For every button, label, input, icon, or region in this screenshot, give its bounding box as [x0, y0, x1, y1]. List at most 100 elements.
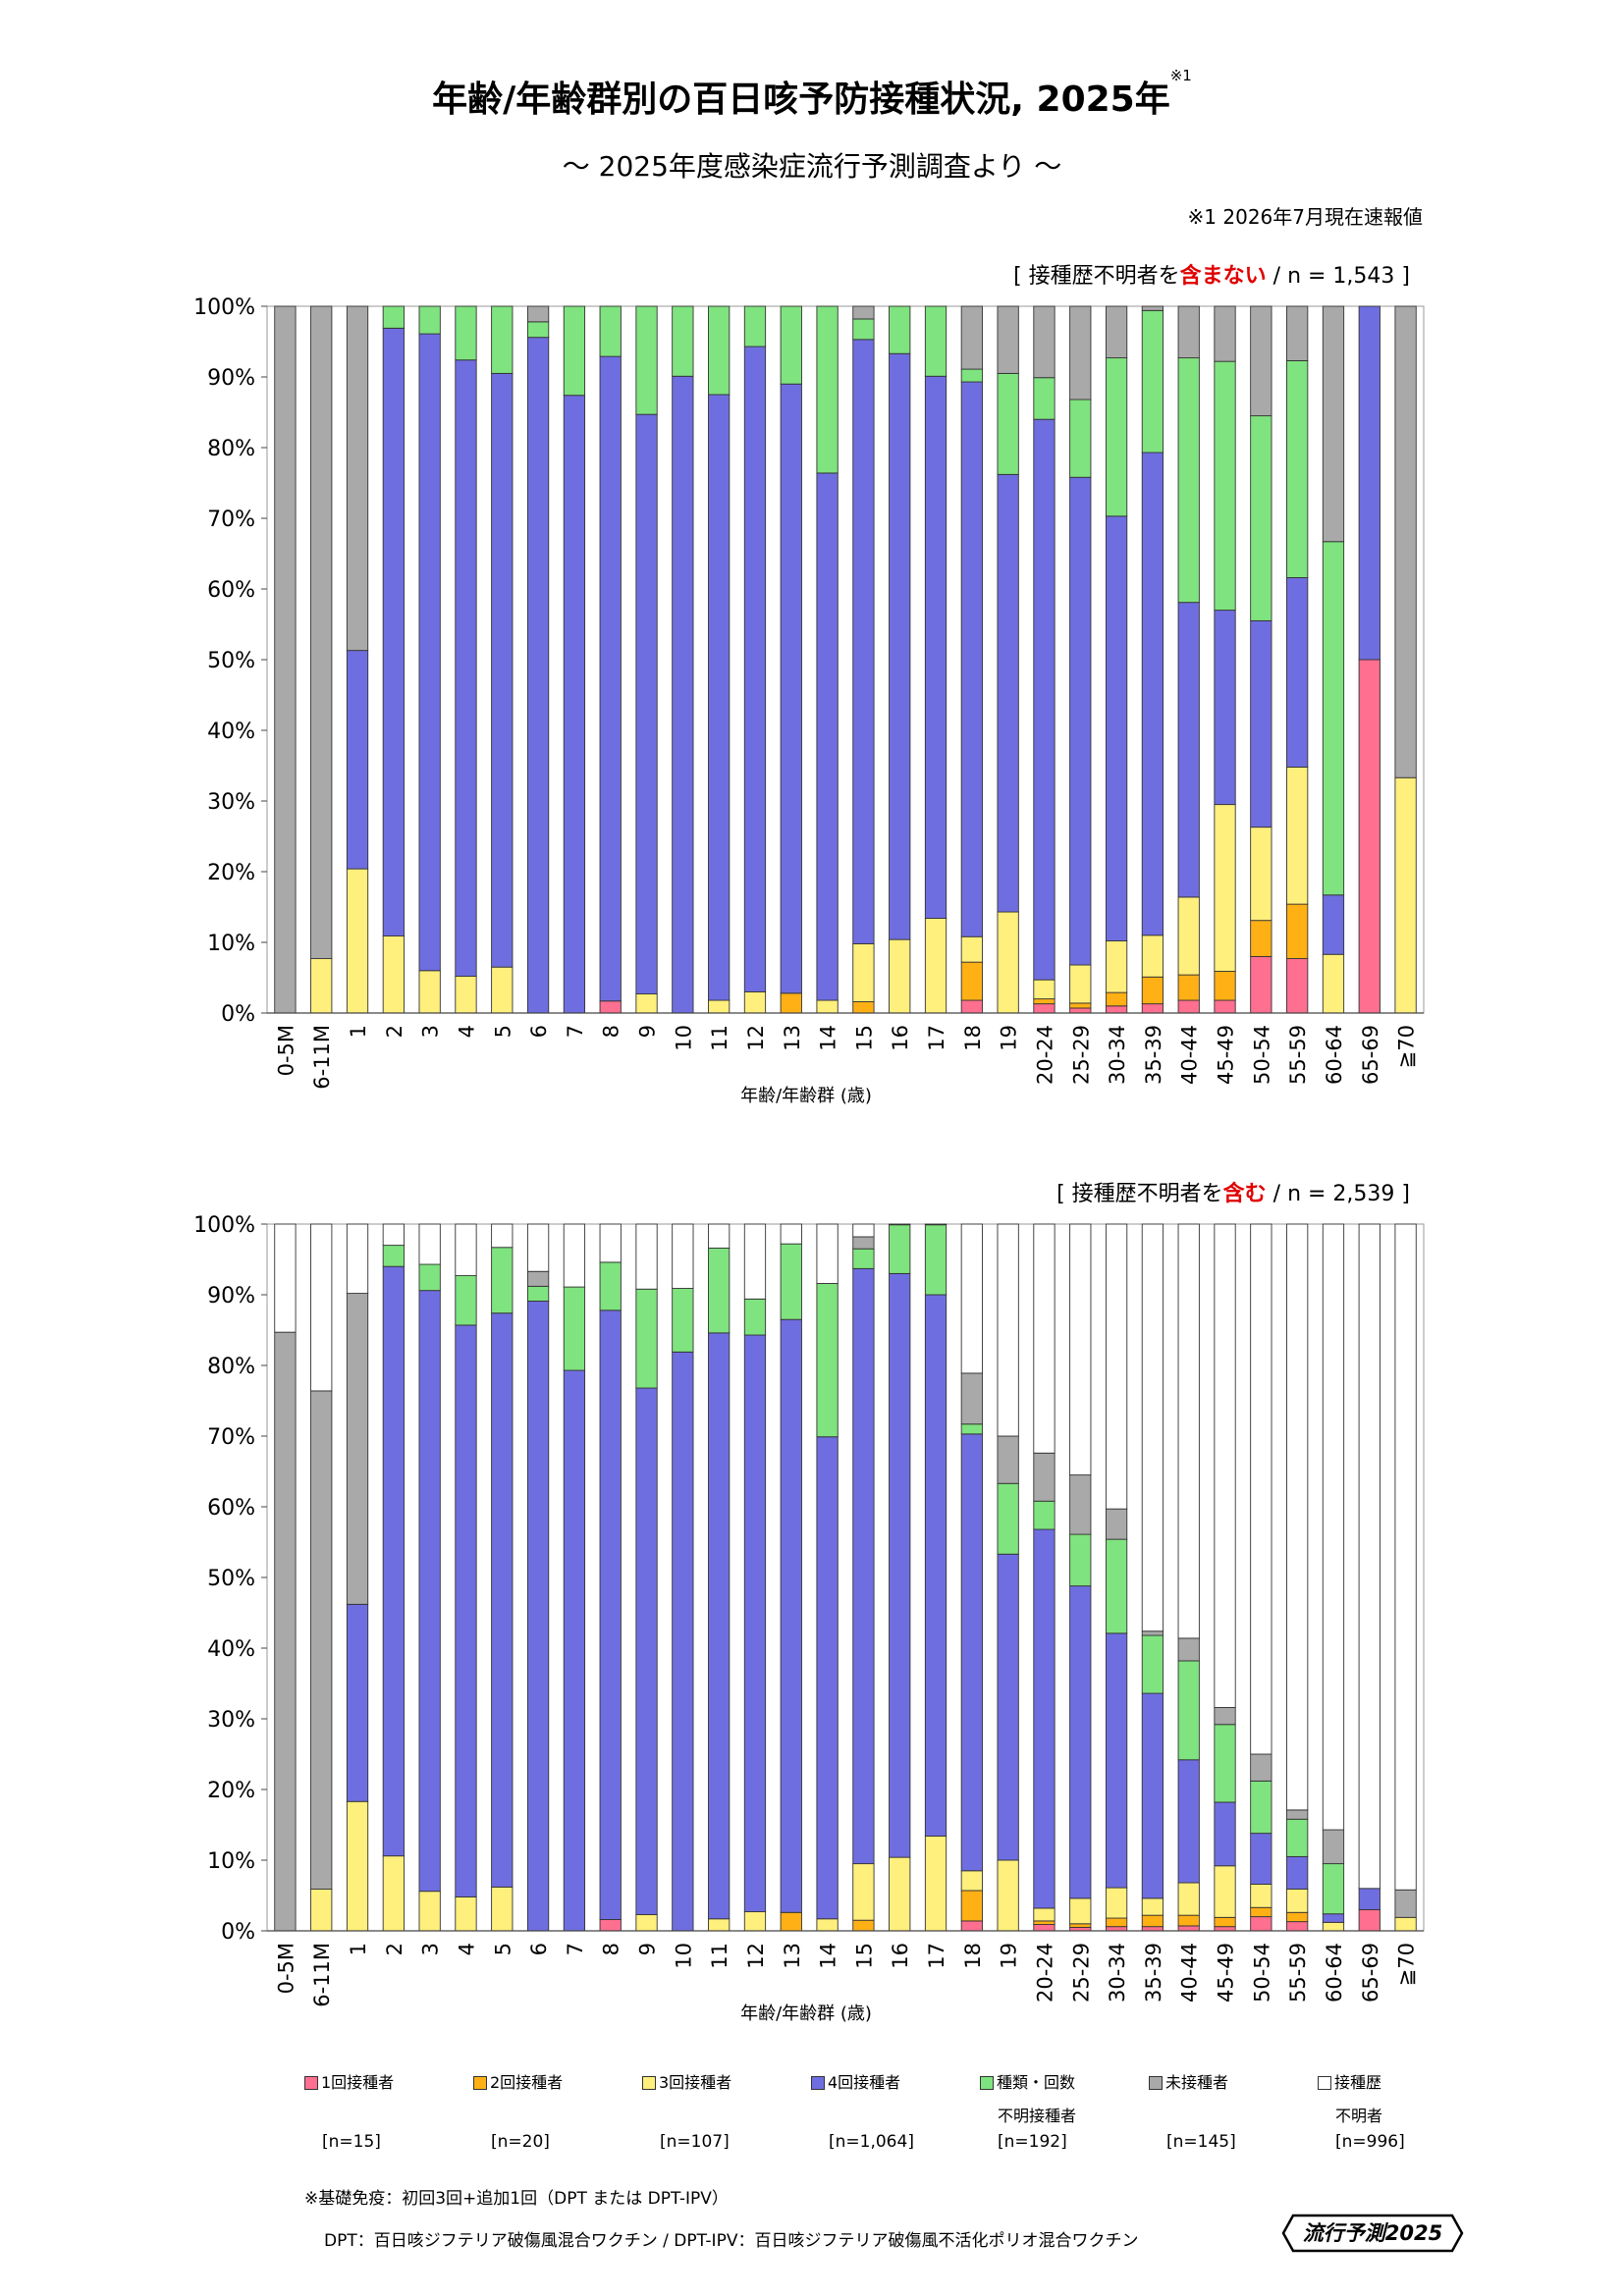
bar-segment-dose3: [708, 999, 731, 1014]
bar-segment-unknown_type: [816, 305, 839, 474]
bar-segment-dose3: [997, 911, 1019, 1014]
bar-segment-dose4: [743, 1334, 767, 1913]
bar-segment-dose3: [491, 1886, 514, 1932]
bar-segment-unknown_history: [780, 1223, 802, 1245]
x-tick-label: 19: [998, 1025, 1021, 1051]
bar-segment-unknown_type: [455, 305, 477, 361]
bar-segment-unknown_type: [382, 305, 405, 329]
bar-segment-unknown_history: [1141, 1223, 1164, 1632]
page-subtitle: ～ 2025年度感染症流行予測調査より ～: [562, 150, 1062, 183]
chart-legend: 1回接種者 2回接種者 3回接種者 4回接種者 種類・回数 不明接種者 未接種者 接種歴 不明者: [295, 2066, 1424, 2125]
bar-segment-dose3: [635, 993, 658, 1014]
y-tick-label: 40%: [207, 1637, 255, 1662]
y-tick-label: 80%: [207, 437, 255, 461]
bar-segment-unknown_type: [672, 1288, 694, 1353]
bar-segment-dose3: [1322, 953, 1345, 1014]
bar-segment-dose1: [1033, 1924, 1056, 1932]
bar-segment-dose2: [1250, 1906, 1272, 1918]
bar-segment-unvaccinated: [1141, 305, 1164, 311]
bar-segment-unknown_type: [1069, 399, 1092, 478]
legend-label: 3回接種者: [659, 2073, 732, 2092]
bar-segment-unvaccinated: [274, 1331, 297, 1932]
bar-segment-unvaccinated: [346, 305, 369, 652]
legend-item-dose2: 2回接種者: [473, 2066, 563, 2100]
bar-segment-dose3: [310, 1889, 333, 1932]
bar-segment-unvaccinated: [1394, 305, 1417, 778]
legend-count-dose4: [n=1,064]: [829, 2132, 914, 2152]
y-tick-label: 70%: [207, 507, 255, 532]
x-tick-label: 6-11M: [310, 1025, 334, 1090]
x-tick-label: 5: [491, 1025, 514, 1038]
legend-item-unvaccinated: 未接種者: [1149, 2066, 1228, 2100]
bar-segment-unknown_type: [997, 1482, 1019, 1555]
bar-segment-unknown_type: [672, 305, 694, 377]
y-tick-label: 60%: [207, 1496, 255, 1521]
bar-segment-dose3: [346, 1800, 369, 1932]
legend-swatch: [642, 2075, 656, 2090]
bar-segment-dose4: [743, 346, 767, 992]
bar-segment-unvaccinated: [1214, 305, 1236, 362]
bar-segment-dose3: [1177, 896, 1200, 976]
bar-segment-dose3: [924, 1836, 947, 1932]
x-tick-label: 15: [852, 1025, 876, 1051]
bar-segment-unknown_type: [1177, 1660, 1200, 1761]
bar-segment-unvaccinated: [1214, 1707, 1236, 1726]
y-tick-label: 0%: [221, 1002, 255, 1027]
x-tick-label: 17: [925, 1025, 948, 1051]
legend-label-line2: 不明者: [1335, 2107, 1383, 2125]
bar-segment-unknown_history: [889, 1223, 911, 1226]
bar-segment-dose4: [1322, 1913, 1345, 1923]
bar-segment-unvaccinated: [960, 1372, 983, 1425]
bar-segment-dose2: [1069, 1923, 1092, 1928]
x-tick-label: 14: [817, 1943, 840, 1969]
bar-segment-unvaccinated: [526, 305, 550, 323]
bar-segment-dose4: [1250, 619, 1272, 828]
bar-segment-unknown_history: [346, 1223, 369, 1295]
chart-excluding-unknown: 0% 10% 20% 30% 40% 50% 60% 70% 80% 90% 100% 0-5M 6-1…: [193, 295, 1425, 1106]
bar-segment-unknown_type: [1069, 1533, 1092, 1587]
bar-segment-unknown_type: [418, 305, 441, 335]
bar-segment-dose3: [1033, 979, 1056, 1000]
bar-segment-dose3: [816, 1918, 839, 1932]
legend-item-dose1: 1回接種者: [304, 2066, 394, 2100]
x-tick-label: 2: [383, 1943, 406, 1955]
legend-count-unvaccinated: [n=145]: [1166, 2132, 1236, 2152]
bar-segment-unknown_history: [1033, 1223, 1056, 1454]
logo-text: 流行予測2025: [1302, 2221, 1443, 2245]
chart2-sample-suffix: / n = 2,539 ]: [1266, 1182, 1410, 1206]
bar-segment-unknown_type: [526, 1285, 550, 1302]
bar-segment-unknown_history: [672, 1223, 694, 1289]
chart2-sample-prefix: [ 接種歴不明者を: [1056, 1182, 1223, 1206]
bar-segment-dose4: [563, 395, 586, 1014]
bar-segment-dose3: [889, 938, 911, 1014]
y-tick-label: 30%: [207, 1708, 255, 1733]
legend-count-dose1: [n=15]: [322, 2132, 381, 2152]
bar-segment-unknown_history: [1105, 1223, 1128, 1510]
footnote-vaccine-abbreviations: DPT：百日咳ジフテリア破傷風混合ワクチン / DPT-IPV：百日咳ジフテリア…: [324, 2231, 1139, 2251]
bar-segment-dose4: [635, 413, 658, 995]
x-tick-label: 0-5M: [274, 1943, 298, 1994]
bar-segment-dose4: [599, 1309, 622, 1920]
x-tick-label: 25-29: [1069, 1943, 1093, 2002]
bar-segment-dose3: [852, 942, 875, 1002]
x-tick-label: 5: [491, 1943, 514, 1955]
x-tick-label: 60-64: [1323, 1943, 1346, 2002]
x-tick-label: 2: [383, 1025, 406, 1038]
bar-segment-unvaccinated: [1177, 305, 1200, 359]
x-tick-label: 55-59: [1286, 1025, 1310, 1085]
bar-segment-unknown_history: [1286, 1223, 1309, 1811]
bar-segment-dose4: [924, 1294, 947, 1837]
bar-segment-dose2: [1069, 1002, 1092, 1009]
bar-segment-unvaccinated: [1322, 1829, 1345, 1865]
bar-segment-dose4: [960, 1433, 983, 1872]
bar-segment-dose3: [889, 1856, 911, 1932]
x-tick-label: 65-69: [1359, 1025, 1382, 1085]
legend-item-dose3: 3回接種者: [642, 2066, 731, 2100]
bar-segment-unvaccinated: [1105, 305, 1128, 359]
bar-segment-dose3: [1286, 766, 1309, 905]
bar-segment-dose4: [1033, 418, 1056, 981]
bar-segment-dose4: [1358, 305, 1380, 661]
legend-label: 接種歴: [1334, 2073, 1382, 2092]
x-tick-label: 8: [600, 1943, 623, 1955]
bar-segment-unknown_type: [1105, 357, 1128, 517]
